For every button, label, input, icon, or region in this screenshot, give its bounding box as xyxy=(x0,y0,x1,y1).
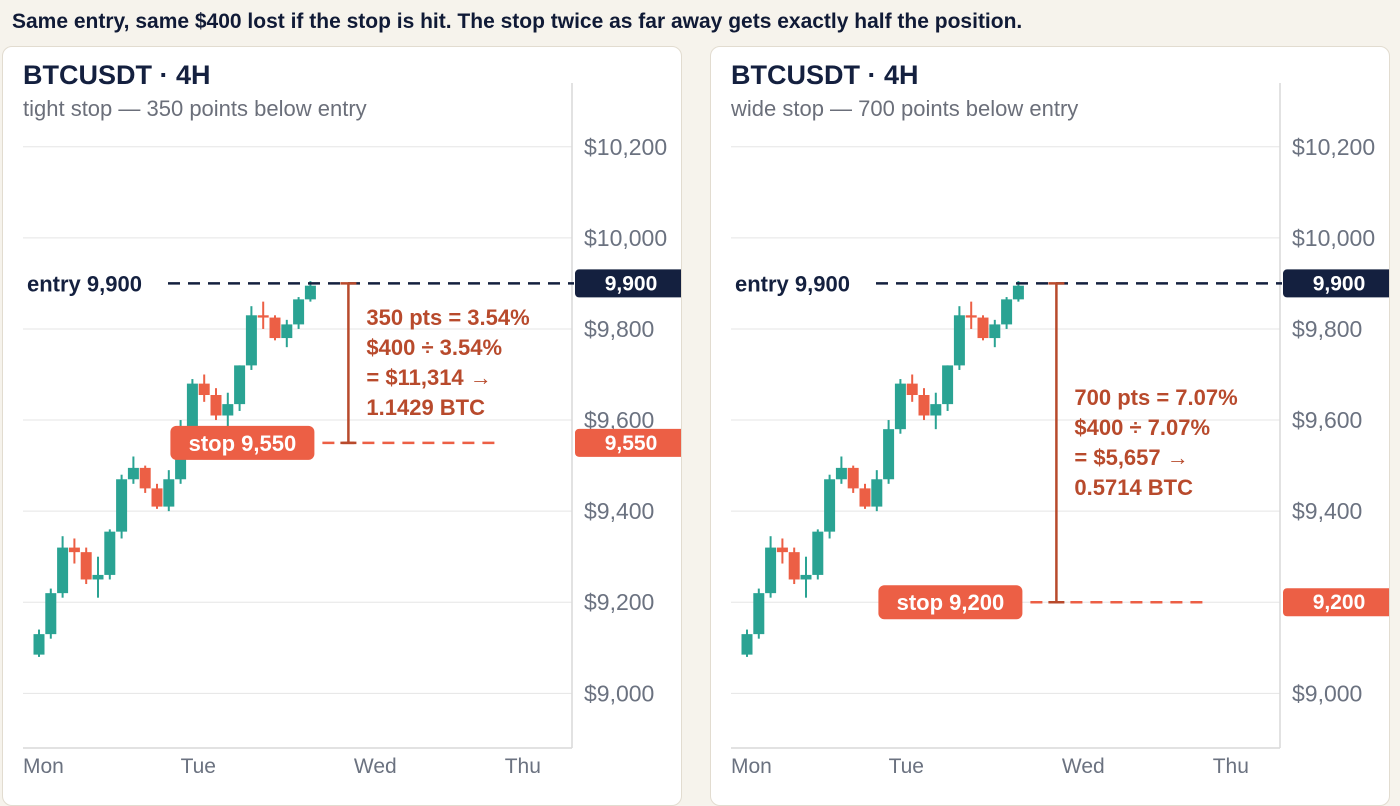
candle-body xyxy=(45,593,57,635)
y-tick-label: $9,200 xyxy=(584,589,654,615)
candle-body xyxy=(859,488,871,507)
candle-body xyxy=(304,285,316,300)
y-tick-label: $9,000 xyxy=(1292,680,1362,706)
candle-body xyxy=(812,531,824,575)
entry-price-badge-text: 9,900 xyxy=(1313,272,1366,295)
candle-body xyxy=(977,317,989,339)
candle-body xyxy=(210,395,222,416)
y-tick-label: $9,600 xyxy=(584,407,654,433)
candle-body xyxy=(80,552,92,580)
candle-body xyxy=(753,593,765,635)
candle-body xyxy=(871,479,883,507)
candle-body xyxy=(918,395,930,416)
candle-body xyxy=(163,479,175,507)
y-tick-label: $9,800 xyxy=(1292,316,1362,342)
position-size-annotation: 700 pts = 7.07% xyxy=(1074,385,1237,410)
candle-body xyxy=(800,574,812,580)
chart-subtitle: wide stop — 700 points below entry xyxy=(731,96,1079,121)
stop-label-box xyxy=(170,425,315,460)
entry-price-badge xyxy=(1283,269,1389,298)
position-size-annotation: = $5,657 → xyxy=(1074,445,1188,470)
candle-body xyxy=(824,479,836,532)
candle-body xyxy=(741,634,753,655)
position-size-annotation: 0.5714 BTC xyxy=(1074,475,1193,500)
candle-body xyxy=(942,365,954,405)
stop-label: stop 9,550 xyxy=(189,431,297,456)
x-tick-label: Tue xyxy=(889,755,924,778)
candle-body xyxy=(293,299,305,325)
headline: Same entry, same $400 lost if the stop i… xyxy=(12,10,1023,33)
candle-body xyxy=(989,324,1001,339)
stop-price-badge-text: 9,200 xyxy=(1313,591,1366,614)
candle-body xyxy=(894,383,906,430)
chart-title: BTCUSDT · 4H xyxy=(23,60,211,90)
candle-body xyxy=(222,404,234,416)
entry-label: entry 9,900 xyxy=(27,271,142,296)
candle-body xyxy=(269,317,281,339)
position-size-annotation: $400 ÷ 3.54% xyxy=(366,335,502,360)
candle-body xyxy=(57,547,69,594)
x-tick-label: Mon xyxy=(731,755,772,778)
candle-body xyxy=(281,324,293,339)
y-tick-label: $10,200 xyxy=(584,134,667,160)
candle-body xyxy=(245,315,257,366)
candle-body xyxy=(1001,299,1013,325)
x-tick-label: Wed xyxy=(1062,755,1105,778)
candlestick-chart-wide: $10,200$10,000$9,800$9,600$9,400$9,200$9… xyxy=(731,83,1389,778)
position-size-annotation: 1.1429 BTC xyxy=(366,395,485,420)
candle-body xyxy=(965,315,977,318)
x-tick-label: Mon xyxy=(23,755,64,778)
x-tick-label: Tue xyxy=(181,755,216,778)
position-size-annotation: 350 pts = 3.54% xyxy=(366,305,529,330)
candle-body xyxy=(68,547,80,553)
position-size-annotation: = $11,314 → xyxy=(366,365,491,390)
candlestick-chart-tight: $10,200 $10,000 $9,800 $9,600 $9,400 $9,200 $9… xyxy=(23,83,681,778)
y-tick-label: $9,400 xyxy=(1292,498,1362,524)
candle-body xyxy=(151,488,163,507)
candle-body xyxy=(186,383,198,430)
candle-body xyxy=(776,547,788,553)
candle-body xyxy=(765,547,777,594)
y-tick-label: $9,600 xyxy=(1292,407,1362,433)
y-tick-label: $10,000 xyxy=(584,225,667,251)
candle-body xyxy=(92,574,104,580)
chart-title: BTCUSDT · 4H xyxy=(731,60,919,90)
chart-subtitle: tight stop — 350 points below entry xyxy=(23,96,367,121)
candle-body xyxy=(953,315,965,366)
entry-price-badge xyxy=(575,269,681,298)
candle-body xyxy=(883,429,895,480)
entry-price-badge-text: 9,900 xyxy=(605,272,658,295)
stop-price-badge xyxy=(1283,588,1389,617)
position-size-annotation: $400 ÷ 7.07% xyxy=(1074,415,1210,440)
chart-panel-tight: BTCUSDT · 4H tight stop — 350 points bel… xyxy=(2,46,682,806)
x-tick-label: Thu xyxy=(505,755,541,778)
chart-panel-wide: BTCUSDT · 4H wide stop — 700 points belo… xyxy=(710,46,1390,806)
y-tick-label: $9,800 xyxy=(584,316,654,342)
y-tick-label: $9,000 xyxy=(584,680,654,706)
candle-body xyxy=(1012,285,1024,300)
x-tick-label: Thu xyxy=(1213,755,1249,778)
candle-body xyxy=(104,531,116,575)
candle-body xyxy=(930,404,942,416)
candle-body xyxy=(234,365,246,405)
stop-label: stop 9,200 xyxy=(897,590,1005,615)
entry-label: entry 9,900 xyxy=(735,271,850,296)
stop-label-box xyxy=(878,585,1023,620)
stop-price-badge xyxy=(575,428,681,457)
y-tick-label: $9,400 xyxy=(584,498,654,524)
candle-body xyxy=(906,383,918,396)
candle-body xyxy=(835,467,847,480)
candle-body xyxy=(139,467,151,489)
candle-body xyxy=(847,467,859,489)
stop-price-badge-text: 9,550 xyxy=(605,432,658,455)
candle-body xyxy=(127,467,139,480)
candle-body xyxy=(788,552,800,580)
y-tick-label: $10,000 xyxy=(1292,225,1375,251)
candle-body xyxy=(33,634,45,655)
candle-body xyxy=(116,479,128,532)
candle-body xyxy=(257,315,269,318)
candle-body xyxy=(198,383,210,396)
x-tick-label: Wed xyxy=(354,755,397,778)
y-tick-label: $10,200 xyxy=(1292,134,1375,160)
